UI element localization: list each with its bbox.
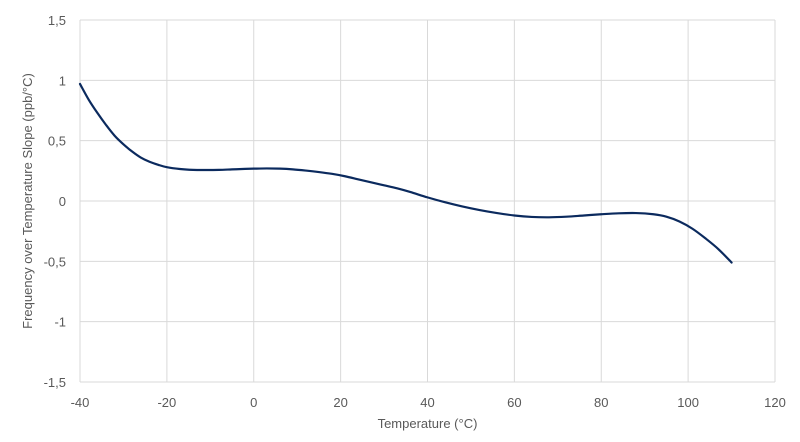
x-tick-label: 40 (420, 395, 434, 410)
series-line-0 (78, 82, 733, 264)
y-axis-title: Frequency over Temperature Slope (ppb/°C… (20, 73, 35, 329)
series-layer (78, 82, 733, 264)
y-tick-label: 0 (59, 194, 66, 209)
x-tick-label: 120 (764, 395, 786, 410)
x-tick-label: 80 (594, 395, 608, 410)
x-tick-label: -20 (157, 395, 176, 410)
y-tick-label: -1 (54, 315, 66, 330)
x-tick-label: 0 (250, 395, 257, 410)
x-tick-labels: -40 -20 0 20 40 60 80 100 120 (71, 395, 786, 410)
x-tick-label: 60 (507, 395, 521, 410)
horizontal-gridlines (80, 19, 775, 383)
y-tick-labels: 1,5 1 0,5 0 -0,5 -1 -1,5 (44, 13, 66, 390)
x-tick-label: -40 (71, 395, 90, 410)
y-tick-label: 1 (59, 73, 66, 88)
y-tick-label: 0,5 (48, 134, 66, 149)
y-tick-label: -1,5 (44, 375, 66, 390)
x-axis-title: Temperature (°C) (378, 416, 478, 431)
x-tick-label: 20 (333, 395, 347, 410)
x-tick-label: 100 (677, 395, 699, 410)
y-tick-label: 1,5 (48, 13, 66, 28)
y-tick-label: -0,5 (44, 254, 66, 269)
